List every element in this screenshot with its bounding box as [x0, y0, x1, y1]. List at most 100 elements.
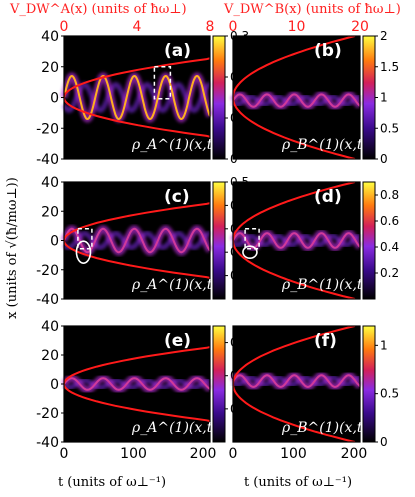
density-core: [63, 74, 211, 121]
density-label: ρ_B^(1)(x,t): [281, 277, 368, 293]
y-tick-label: -40: [36, 435, 59, 451]
colorbar-tick-label: 0: [380, 152, 388, 166]
y-tick-label: 20: [41, 348, 59, 364]
y-tick-label: 20: [41, 204, 59, 220]
colorbar-tick-label: 0.2: [380, 266, 399, 280]
x-tick-label: 100: [280, 446, 307, 462]
y-tick-label: 0: [50, 377, 59, 393]
y-tick-label: -20: [36, 406, 59, 422]
top-tick-label: 0: [229, 19, 238, 35]
x-tick-label: 100: [120, 446, 147, 462]
panel-d: (d) ρ_B^(1)(x,t) 0.8 0.6 0.4 0.2: [229, 181, 399, 300]
x-tick-label: 0: [60, 446, 69, 462]
colorbar: 2 1.5 1 0.5 0: [362, 29, 399, 166]
panel-f: (f)ρ_B^(1)(x,t)10.500 100 200: [229, 325, 399, 462]
colorbar-tick-label: 0.8: [380, 188, 399, 202]
potential-curve: [233, 36, 356, 159]
x-tick-label: 0: [229, 446, 238, 462]
colorbar-gradient: [212, 325, 226, 443]
highlight-ellipse: [75, 240, 92, 264]
x-tick-label: 200: [190, 446, 217, 462]
colorbar-tick-label: 0.6: [380, 214, 399, 228]
colorbar-tick-label: 2: [380, 29, 388, 43]
colorbar-tick-label: 1.5: [380, 60, 399, 74]
panel-b: (b) ρ_B^(1)(x,t) 2 1.5 1 0.5 0 0 10 20: [229, 19, 400, 166]
y-tick-label: -20: [36, 263, 59, 279]
colorbar-tick-label: 1: [380, 338, 388, 352]
colorbar-gradient: [362, 325, 376, 443]
potential-lower: [233, 97, 356, 159]
top-left-axis-label: V_DW^A(x) (units of ħω⊥): [9, 2, 187, 17]
y-tick-label: 40: [41, 319, 59, 335]
y-axis-label: x (units of √(ħ/mω⊥)): [5, 177, 20, 319]
colorbar: 0.8 0.6 0.4 0.2: [362, 181, 399, 300]
top-tick-label: 4: [133, 19, 142, 35]
density-core: [63, 377, 211, 391]
colorbar-tick-label: 0: [380, 435, 388, 449]
x-axis-label-right: t (units of ω⊥⁻¹): [244, 475, 352, 490]
potential-lower: [233, 383, 356, 442]
colorbar: 10.50: [362, 325, 399, 449]
density-core: [63, 227, 211, 254]
top-tick-label: 8: [206, 19, 215, 35]
y-tick-label: -20: [36, 121, 59, 137]
potential-upper: [64, 345, 210, 385]
colorbar-tick-label: 0.5: [380, 121, 399, 135]
panel-tag: (c): [164, 187, 190, 207]
colorbar-gradient: [212, 35, 226, 160]
colorbar-tick-label: 0.5: [380, 387, 399, 401]
panel-c: (c)ρ_A^(1)(x,t)0.50.40.30.20.140200-20-4…: [36, 175, 249, 308]
colorbar-gradient: [362, 35, 376, 160]
potential-upper: [233, 36, 356, 98]
density-label: ρ_A^(1)(x,t): [131, 420, 218, 436]
top-right-axis-label: V_DW^B(x) (units of ħω⊥): [223, 2, 401, 17]
y-tick-label: 0: [50, 234, 59, 250]
colorbar-tick-label: 1: [380, 91, 388, 105]
dashed-box: [153, 66, 172, 100]
density-label: ρ_B^(1)(x,t): [281, 420, 368, 436]
potential-lower: [64, 97, 210, 138]
panel-frame: [232, 325, 361, 443]
top-tick-label: 20: [351, 19, 369, 35]
panel-tag: (a): [164, 41, 191, 61]
top-tick-label: 0: [60, 19, 69, 35]
colorbar-tick-label: 0.4: [380, 240, 399, 254]
dashed-box: [244, 228, 260, 250]
density-label: ρ_B^(1)(x,t): [281, 137, 368, 153]
panel-tag: (e): [164, 331, 191, 351]
potential-curve: [64, 345, 210, 423]
potential-upper: [233, 182, 356, 241]
potential-upper: [233, 326, 356, 385]
density-core: [232, 93, 361, 108]
colorbar-gradient: [362, 181, 376, 300]
y-tick-label: -40: [36, 152, 59, 168]
potential-lower: [64, 383, 210, 423]
panel-frame: [232, 181, 361, 300]
potential-lower: [233, 240, 356, 299]
panel-tag: (d): [314, 187, 342, 207]
x-tick-label: 200: [341, 446, 368, 462]
potential-curve: [64, 202, 210, 279]
y-tick-label: -40: [36, 292, 59, 308]
panel-tag: (b): [314, 41, 342, 61]
x-axis-label-left: t (units of ω⊥⁻¹): [58, 475, 166, 490]
density-halo: [61, 82, 211, 113]
panel-grid: (a)ρ_A^(1)(x,t)0.30.20.1040200-20-40048(…: [36, 19, 399, 462]
dashed-box: [77, 228, 93, 250]
density-core: [232, 374, 361, 388]
panel-tag: (f): [314, 331, 337, 351]
y-tick-label: 20: [41, 60, 59, 76]
panel-frame: [232, 35, 361, 160]
y-tick-label: 40: [41, 175, 59, 191]
potential-curve: [233, 326, 356, 442]
density-label: ρ_A^(1)(x,t): [131, 137, 218, 153]
potential-upper: [64, 202, 210, 241]
density-label: ρ_A^(1)(x,t): [131, 277, 218, 293]
colorbar-gradient: [212, 181, 226, 300]
potential-lower: [64, 240, 210, 279]
top-tick-label: 10: [288, 19, 306, 35]
y-tick-label: 0: [50, 91, 59, 107]
panel-e: (e)ρ_A^(1)(x,t)0.60.40.240200-20-4001002…: [36, 319, 249, 462]
